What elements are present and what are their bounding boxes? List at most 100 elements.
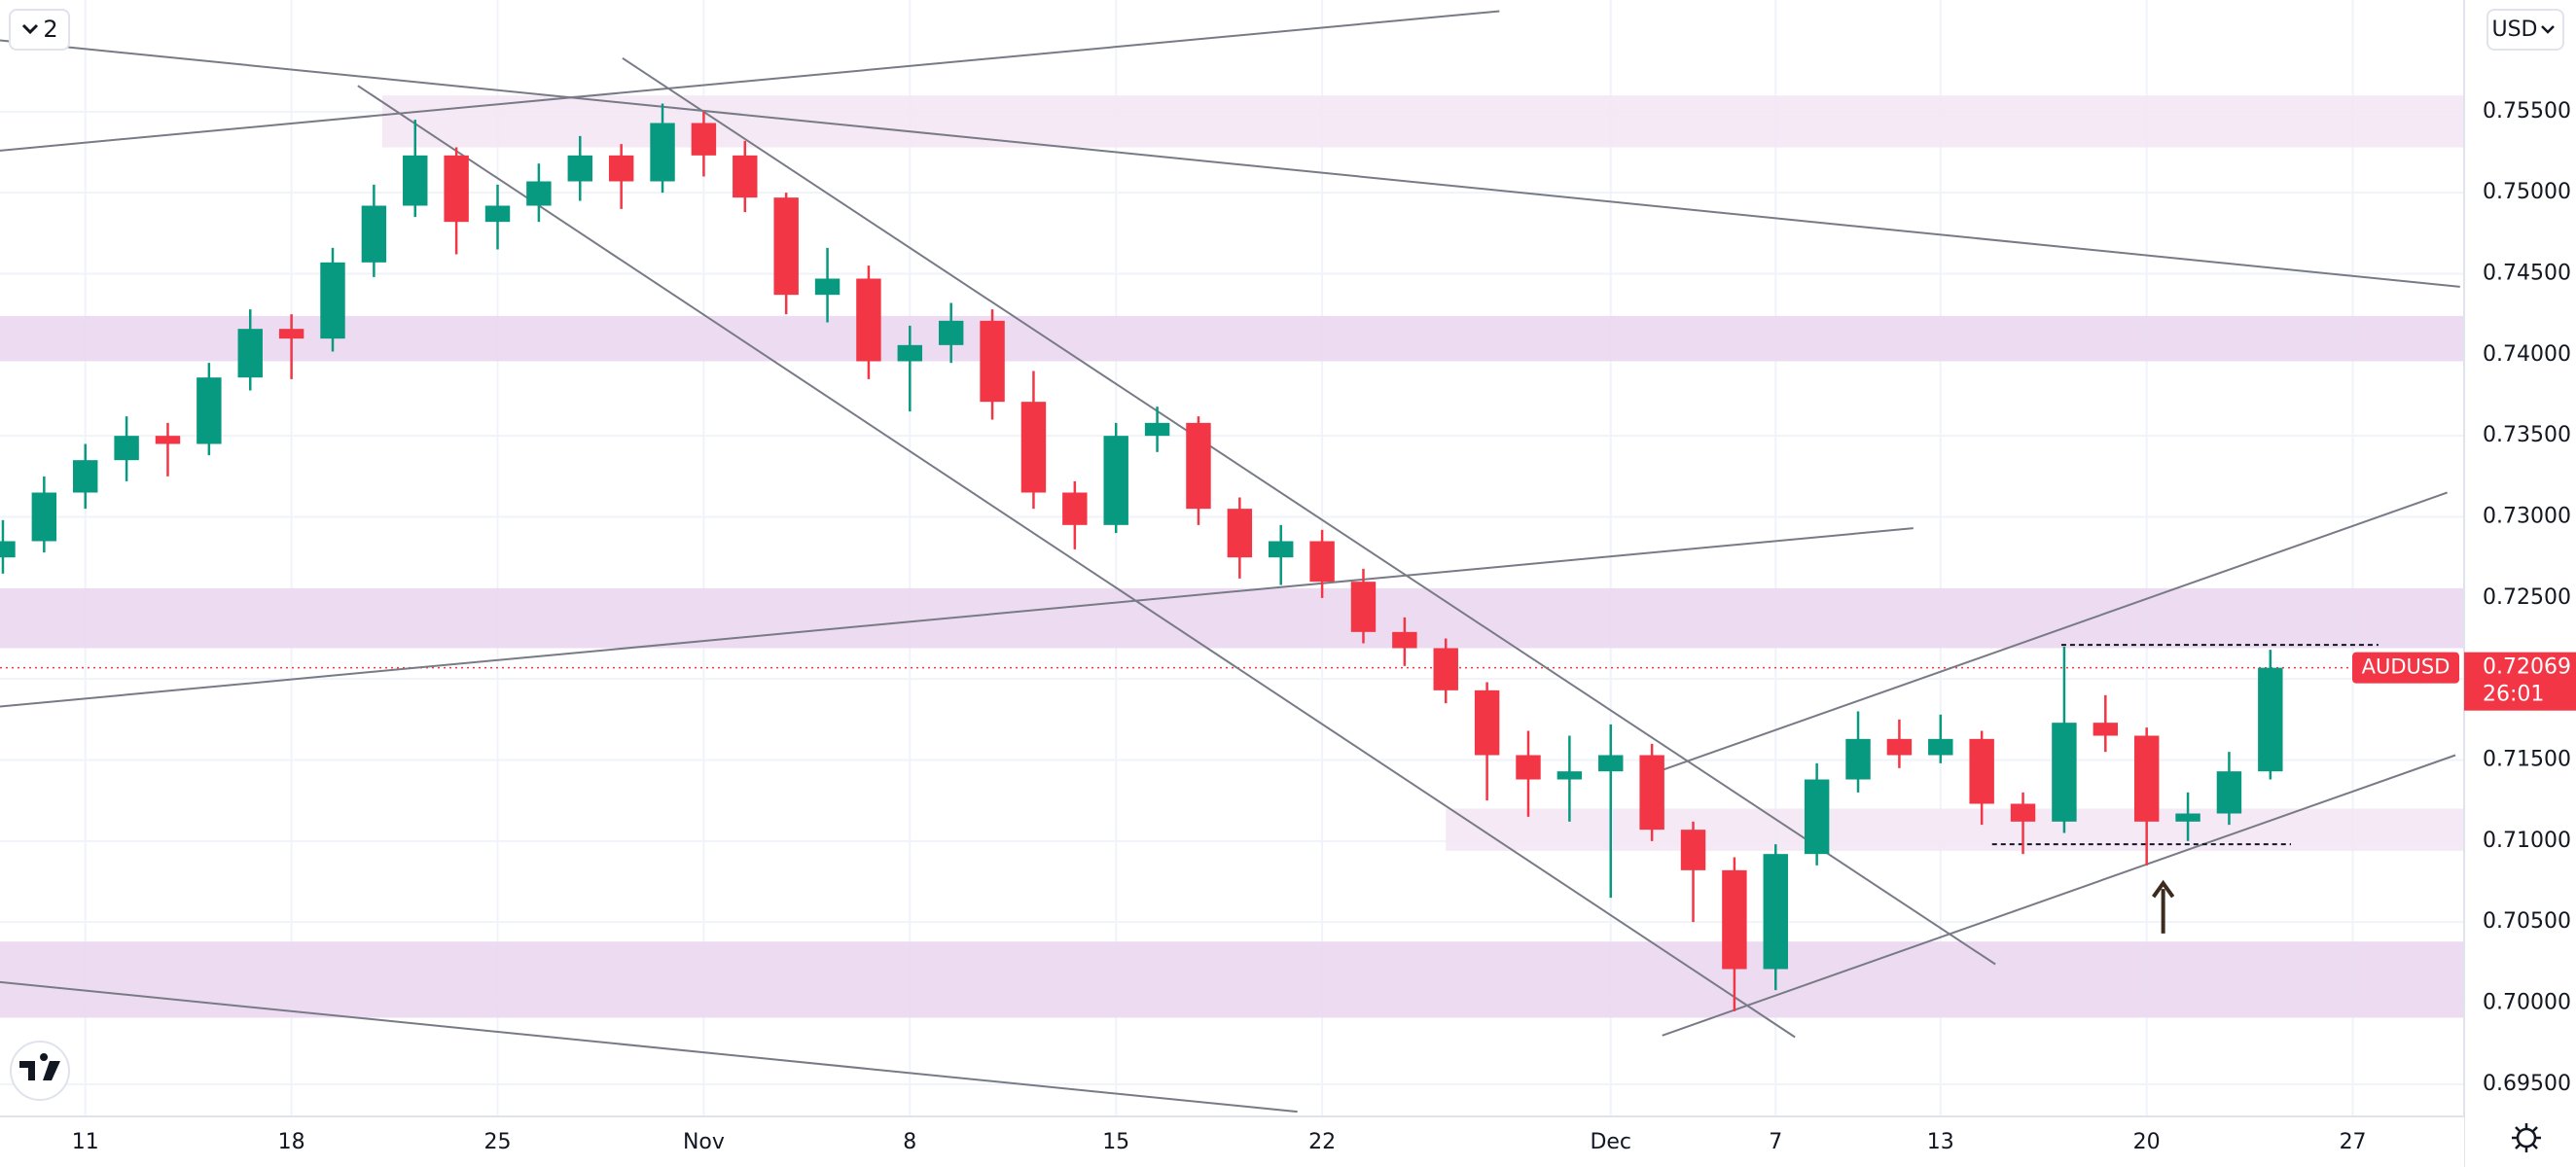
x-tick-label: 7 bbox=[1769, 1130, 1782, 1154]
candle-body bbox=[155, 436, 181, 444]
y-tick-label: 0.71500 bbox=[2483, 748, 2571, 772]
y-tick-label: 0.73500 bbox=[2483, 423, 2571, 447]
candle-body bbox=[1392, 631, 1417, 649]
candle-body bbox=[526, 181, 552, 206]
candle-body bbox=[1804, 779, 1830, 855]
candle-body bbox=[1474, 690, 1500, 756]
candle-body bbox=[197, 377, 222, 444]
settings[interactable] bbox=[2512, 1123, 2541, 1152]
y-tick-label: 0.71000 bbox=[2483, 829, 2571, 853]
x-tick-label: 8 bbox=[903, 1130, 916, 1154]
candle-body bbox=[114, 436, 139, 461]
candle-body bbox=[1350, 582, 1377, 632]
zone bbox=[0, 315, 2464, 362]
logo-mark bbox=[19, 1053, 60, 1080]
candle-body bbox=[1845, 738, 1871, 780]
y-tick-label: 0.74000 bbox=[2483, 342, 2571, 367]
candle-body bbox=[403, 155, 428, 206]
candle-body bbox=[1269, 541, 1294, 558]
trend-line bbox=[622, 56, 1996, 966]
y-tick-label: 0.69500 bbox=[2483, 1072, 2571, 1096]
layout-button[interactable]: 2 bbox=[9, 9, 70, 51]
trend-line bbox=[357, 85, 1796, 1039]
candle-body bbox=[1639, 755, 1664, 831]
countdown: 26:01 bbox=[2483, 683, 2544, 707]
candle-body bbox=[1062, 492, 1088, 525]
zone bbox=[0, 941, 2464, 1018]
trend-line bbox=[0, 980, 1298, 1114]
logo[interactable] bbox=[10, 1041, 70, 1101]
currency-button[interactable]: USD bbox=[2487, 9, 2564, 51]
y-tick-label: 0.75000 bbox=[2483, 180, 2571, 204]
candle-body bbox=[2093, 723, 2119, 736]
candle-body bbox=[0, 541, 16, 558]
candle-body bbox=[1020, 402, 1047, 493]
y-tick-label: 0.75500 bbox=[2483, 99, 2571, 124]
candle-body bbox=[1186, 422, 1211, 510]
candle-body bbox=[856, 278, 881, 362]
candle-body bbox=[1722, 869, 1747, 970]
candle-body bbox=[691, 123, 717, 156]
candle-body bbox=[980, 320, 1005, 403]
y-tick-label: 0.74500 bbox=[2483, 262, 2571, 286]
candle-body bbox=[1680, 830, 1706, 870]
x-tick-label: 15 bbox=[1102, 1130, 1129, 1154]
price-axis bbox=[2464, 0, 2576, 1167]
chevron bbox=[21, 23, 39, 35]
candle-body bbox=[2052, 723, 2077, 822]
candle-body bbox=[1309, 541, 1335, 583]
candle-body bbox=[444, 155, 469, 223]
candle-body bbox=[1556, 771, 1583, 780]
settings-gear[interactable] bbox=[2516, 1127, 2537, 1149]
candle-body bbox=[1763, 854, 1788, 970]
zone bbox=[0, 587, 2464, 649]
x-tick-label: 22 bbox=[1308, 1130, 1336, 1154]
y-tick-label: 0.70000 bbox=[2483, 991, 2571, 1015]
chevron bbox=[2541, 25, 2555, 34]
candle-body bbox=[1227, 509, 1253, 558]
symbol-tag bbox=[2352, 652, 2459, 684]
candle-body bbox=[1928, 738, 1953, 756]
candle-body bbox=[237, 329, 263, 378]
candle-body bbox=[2175, 813, 2200, 822]
candle-body bbox=[1886, 738, 1913, 756]
time-axis bbox=[0, 1116, 2464, 1167]
price-tag bbox=[2464, 652, 2576, 711]
currency: USD bbox=[2491, 18, 2537, 42]
candle-body bbox=[31, 492, 57, 542]
candle-body bbox=[1598, 755, 1624, 772]
trend-line bbox=[1662, 754, 2456, 1037]
layout-button-box[interactable] bbox=[9, 9, 70, 51]
candle-body bbox=[2133, 735, 2160, 822]
candle-body bbox=[814, 278, 841, 296]
zone bbox=[1446, 808, 2464, 851]
candle-body bbox=[484, 205, 511, 223]
y-tick-label: 0.72500 bbox=[2483, 585, 2571, 610]
currency-button-box[interactable] bbox=[2487, 9, 2564, 51]
candle-body bbox=[278, 329, 304, 339]
logo-circle[interactable] bbox=[10, 1041, 70, 1101]
candle-body bbox=[2010, 803, 2036, 822]
trend-line bbox=[0, 39, 2460, 288]
candle-body bbox=[361, 205, 387, 263]
x-tick-label: 11 bbox=[72, 1130, 99, 1154]
candle-body bbox=[773, 197, 799, 296]
candle-body bbox=[650, 123, 675, 182]
candle-body bbox=[1516, 755, 1541, 780]
zone bbox=[381, 95, 2464, 148]
x-tick-label: 27 bbox=[2340, 1130, 2367, 1154]
candle-body bbox=[1969, 738, 1994, 804]
layout-count: 2 bbox=[43, 16, 57, 43]
candle-body bbox=[567, 155, 592, 182]
x-tick-label: Nov bbox=[683, 1130, 725, 1154]
x-tick-label: 13 bbox=[1927, 1130, 1954, 1154]
arrow-head bbox=[2152, 879, 2175, 899]
x-tick-label: Dec bbox=[1590, 1130, 1631, 1154]
candle-body bbox=[320, 262, 345, 339]
x-tick-label: 25 bbox=[484, 1130, 512, 1154]
y-tick-label: 0.70500 bbox=[2483, 909, 2571, 934]
plot-area bbox=[0, 0, 2464, 1116]
price-tag-label: 0.72069 bbox=[2483, 655, 2571, 680]
trend-line bbox=[0, 10, 1500, 152]
